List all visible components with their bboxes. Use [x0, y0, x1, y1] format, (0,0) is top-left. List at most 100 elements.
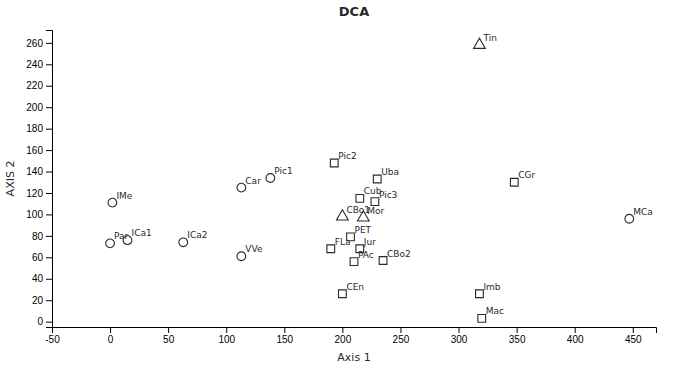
- y-tick: 220: [26, 80, 52, 91]
- x-tick-mark: [284, 327, 285, 333]
- x-tick-mark: [168, 327, 169, 333]
- x-tick: 400: [567, 327, 584, 345]
- y-tick: 80: [32, 231, 52, 242]
- y-tick: 100: [26, 209, 52, 220]
- point-label: Uba: [381, 167, 399, 177]
- y-axis-title: AXIS 2: [4, 161, 17, 197]
- x-tick-mark: [400, 327, 401, 333]
- x-tick: 50: [163, 327, 175, 345]
- point-label: CEn: [346, 282, 364, 292]
- x-tick-label: 250: [393, 334, 410, 345]
- x-tick-mark: [459, 327, 460, 333]
- point-label: PET: [355, 225, 372, 235]
- y-tick-mark: [46, 107, 52, 108]
- x-tick-mark: [110, 327, 111, 333]
- square-point: [510, 178, 518, 186]
- x-tick-mark: [226, 327, 227, 333]
- point-label: VVe: [245, 244, 263, 254]
- y-tick-mark: [46, 279, 52, 280]
- y-tick-label: 160: [26, 145, 43, 156]
- x-axis: -50 0 50 100 150 200 250 300 350 400 450: [45, 327, 656, 345]
- y-tick-mark: [46, 193, 52, 194]
- square-point: [330, 159, 338, 167]
- x-tick-label: 450: [625, 334, 642, 345]
- x-tick: 150: [276, 327, 293, 345]
- x-axis-title: Axis 1: [337, 351, 370, 364]
- y-tick-mark: [46, 150, 52, 151]
- y-tick: 120: [26, 188, 52, 199]
- x-tick: 200: [335, 327, 352, 345]
- x-tick: 300: [451, 327, 468, 345]
- square-point: [339, 290, 347, 298]
- x-tick-label: 400: [567, 334, 584, 345]
- y-tick-label: 140: [26, 166, 43, 177]
- point-label: CBo2: [387, 249, 411, 259]
- x-tick: 100: [218, 327, 235, 345]
- square-point: [373, 175, 381, 183]
- x-tick-label: 150: [276, 334, 293, 345]
- point-label: Mor: [367, 206, 384, 216]
- square-point: [379, 257, 387, 265]
- y-tick-label: 200: [26, 102, 43, 113]
- y-tick-label: 60: [32, 252, 44, 263]
- point-label: Mac: [486, 306, 504, 316]
- x-tick-mark: [342, 327, 343, 333]
- y-tick-label: 80: [32, 231, 44, 242]
- title: DCA: [339, 4, 369, 19]
- x-tick: -50: [45, 327, 60, 345]
- square-point: [371, 198, 379, 206]
- y-tick-label: 240: [26, 59, 43, 70]
- y-tick: 260: [26, 38, 52, 49]
- x-tick-label: 50: [163, 334, 175, 345]
- point-label: Pic3: [379, 190, 397, 200]
- point-label: Par: [114, 231, 129, 241]
- marks: [106, 38, 634, 322]
- y-axis: 020406080100120140160180200220240260: [26, 31, 52, 328]
- x-tick-label: 0: [108, 334, 114, 345]
- point-label: Pic2: [338, 151, 356, 161]
- point-labels: ParICa1IMeICa2VVeCarPic1MCaPic2FLaPETJur…: [114, 33, 653, 316]
- x-tick-mark: [575, 327, 576, 333]
- point-label: MCa: [633, 207, 653, 217]
- point-label: Jur: [363, 237, 376, 247]
- y-tick-mark: [46, 214, 52, 215]
- square-point: [350, 258, 358, 266]
- x-axis-line: [53, 328, 657, 334]
- x-tick-label: 100: [218, 334, 235, 345]
- y-tick-label: 40: [32, 273, 44, 284]
- point-label: Imb: [483, 282, 500, 292]
- y-tick: 140: [26, 166, 52, 177]
- point-label: IMe: [116, 191, 132, 201]
- square-point: [476, 290, 484, 298]
- y-axis-line: [46, 31, 53, 328]
- x-tick-label: -50: [45, 334, 60, 345]
- y-tick-mark: [46, 300, 52, 301]
- y-tick-mark: [46, 64, 52, 65]
- point-label: Car: [245, 176, 261, 186]
- y-tick-label: 260: [26, 38, 43, 49]
- x-tick: 0: [108, 327, 114, 345]
- x-tick-label: 350: [509, 334, 526, 345]
- y-tick: 20: [32, 295, 52, 306]
- x-tick-label: 300: [451, 334, 468, 345]
- y-tick-label: 100: [26, 209, 43, 220]
- square-point: [356, 194, 364, 202]
- y-tick: 200: [26, 102, 52, 113]
- point-label: ICa1: [132, 228, 152, 238]
- y-tick-mark: [46, 43, 52, 44]
- x-tick: 450: [625, 327, 642, 345]
- y-tick-label: 180: [26, 123, 43, 134]
- chart: -50 0 50 100 150 200 250 300 350 400 4500 20 40 60 80 1…: [0, 0, 690, 369]
- square-point: [327, 245, 335, 253]
- x-tick: 350: [509, 327, 526, 345]
- y-tick: 240: [26, 59, 52, 70]
- y-tick-mark: [46, 86, 52, 87]
- point-label: FLa: [335, 237, 351, 247]
- x-tick-mark: [633, 327, 634, 333]
- point-label: Pic1: [274, 166, 292, 176]
- y-tick: 180: [26, 123, 52, 134]
- point-label: Tin: [482, 33, 496, 43]
- x-tick-label: 200: [335, 334, 352, 345]
- x-tick-mark: [517, 327, 518, 333]
- y-tick-mark: [46, 322, 52, 323]
